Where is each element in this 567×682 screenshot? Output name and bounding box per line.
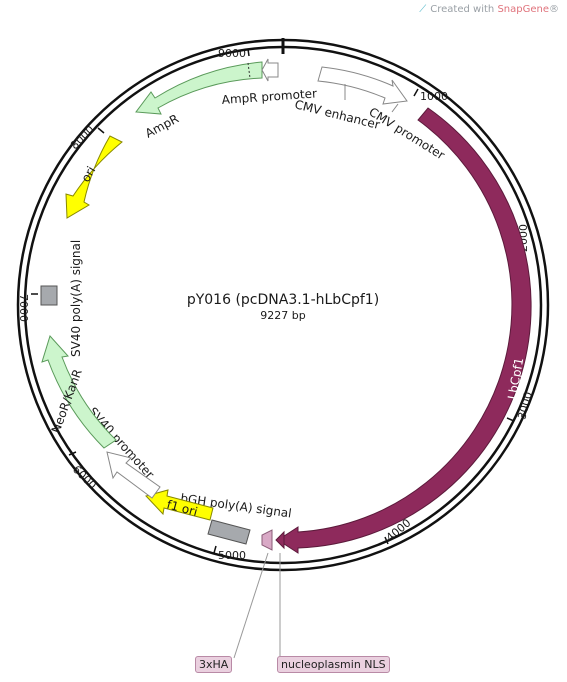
ampr-dotted-boundary — [247, 62, 251, 79]
ampr-feature-arrow[interactable] — [135, 61, 263, 115]
tick-marks — [31, 48, 519, 554]
neo-feature-arrow[interactable] — [41, 335, 117, 449]
ampr-label: AmpR — [143, 111, 181, 140]
tick-label-1000: 1000 — [420, 90, 448, 103]
credit-prefix: Created with — [430, 4, 498, 15]
plasmid-length: 9227 bp — [260, 309, 305, 322]
tag-3xha-callout[interactable]: 3xHA — [195, 656, 233, 673]
tick-label-8000: 8000 — [68, 123, 97, 152]
tick-3000 — [506, 417, 515, 422]
ampr-promoter-feature-arrow[interactable] — [261, 58, 279, 82]
tick-1000 — [413, 88, 419, 97]
cmv-feature-arrow[interactable] — [317, 66, 408, 105]
ori-label: ori — [78, 164, 98, 185]
nls-callout[interactable]: nucleoplasmin NLS — [277, 656, 390, 673]
sv40-promoter-feature-arrow[interactable] — [106, 451, 161, 499]
tick-4000 — [384, 536, 389, 545]
tick-label-5000: 5000 — [218, 549, 246, 562]
tick-9000 — [247, 48, 250, 57]
tick-5000 — [213, 545, 217, 554]
bgh-polya-feature[interactable] — [207, 519, 251, 545]
ori-feature-arrow[interactable] — [65, 135, 123, 219]
plasmid-name: pY016 (pcDNA3.1-hLbCpf1) — [187, 292, 379, 308]
snapgene-credit: ⟋ Created with SnapGene® — [419, 4, 559, 15]
tick-label-6000: 6000 — [70, 463, 99, 492]
f1-ori-feature-arrow[interactable] — [145, 489, 214, 521]
ampr-promoter-label: AmpR promoter — [221, 86, 317, 107]
sv40-polya-label: SV40 poly(A) signal — [69, 240, 83, 357]
tick-8000 — [97, 127, 105, 134]
credit-brand: SnapGene — [497, 4, 549, 15]
cmv-promoter-leader — [391, 103, 399, 113]
tag-3xha-leader — [233, 552, 269, 659]
snapgene-logo-icon: ⟋ — [419, 4, 427, 15]
credit-suffix: ® — [549, 4, 559, 15]
tick-label-7000: 7000 — [17, 294, 30, 322]
nls-feature[interactable] — [275, 530, 285, 550]
tick-6000 — [68, 451, 77, 456]
sv40-polya-feature[interactable] — [40, 285, 58, 306]
tick-label-9000: 9000 — [218, 47, 246, 60]
tag-3xha-feature[interactable] — [261, 529, 273, 551]
lbcpf1-feature-arrow[interactable] — [277, 107, 532, 554]
